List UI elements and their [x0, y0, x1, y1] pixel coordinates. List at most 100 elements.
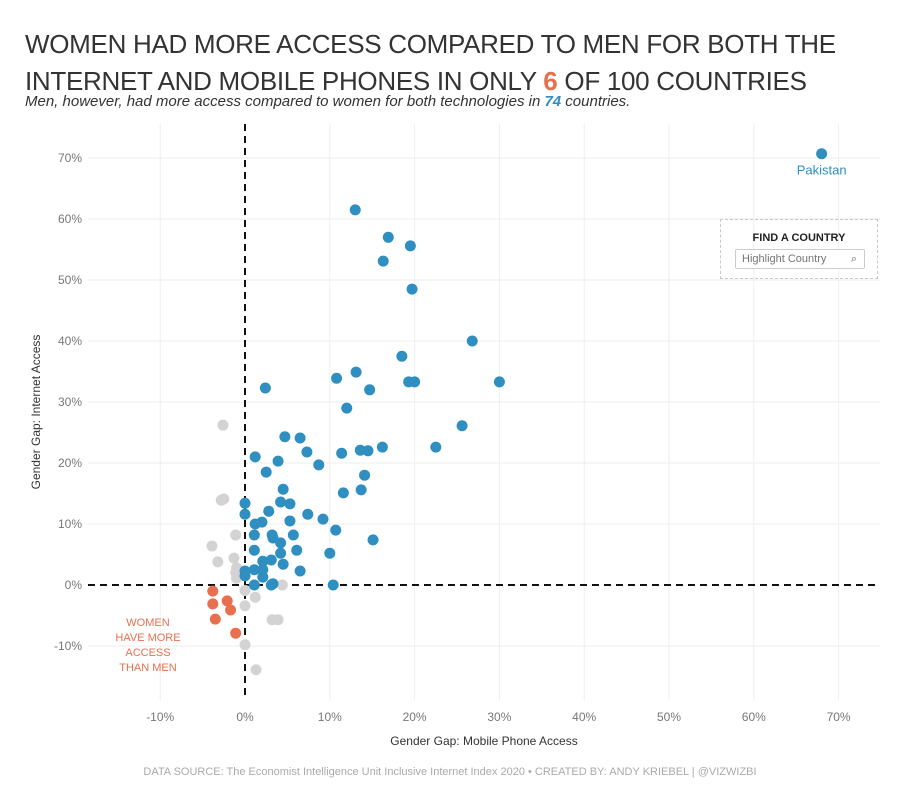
x-tick-label: 20%: [403, 710, 427, 724]
data-point: [248, 529, 260, 541]
data-point: [330, 524, 342, 536]
data-point: [466, 335, 478, 347]
women-label-line: THAN MEN: [119, 662, 177, 674]
data-point: [313, 459, 325, 471]
data-point: [257, 555, 269, 567]
y-tick-label: -10%: [54, 639, 82, 653]
x-tick-label: 10%: [318, 710, 342, 724]
data-point: [277, 558, 289, 570]
subtitle-text: Men, however, had more access compared t…: [25, 93, 545, 110]
data-point: [396, 350, 408, 362]
chart-subtitle: Men, however, had more access compared t…: [25, 93, 630, 110]
x-tick-label: 60%: [742, 710, 766, 724]
x-tick-label: 50%: [657, 710, 681, 724]
data-point: [324, 547, 336, 559]
data-point: [239, 508, 251, 520]
women-label-line: ACCESS: [125, 647, 170, 659]
data-point: [350, 366, 362, 378]
y-axis-title: Gender Gap: Internet Access: [29, 335, 43, 490]
data-point: [239, 584, 251, 596]
data-point: [248, 544, 260, 556]
y-tick-label: 70%: [58, 151, 82, 165]
data-point: [284, 515, 296, 527]
x-axis-ticks: -10% 0% 10% 20% 30% 40% 50% 60% 70%: [146, 710, 851, 724]
data-point: [209, 613, 221, 625]
subtitle-highlight-count: 74: [544, 93, 562, 110]
data-point: [317, 513, 329, 525]
data-point: [230, 627, 242, 639]
data-point: [359, 469, 371, 481]
highlight-country-input[interactable]: [735, 249, 865, 269]
data-point: [367, 534, 379, 546]
data-point: [206, 540, 218, 552]
data-point: [239, 639, 251, 651]
x-tick-label: 70%: [827, 710, 851, 724]
y-tick-label: 60%: [58, 212, 82, 226]
data-point: [355, 484, 367, 496]
data-point: [272, 455, 284, 467]
y-axis-ticks: -10% 0% 10% 20% 30% 40% 50% 60% 70%: [54, 151, 82, 653]
data-point: [376, 441, 388, 453]
subtitle-text-end: countries.: [561, 93, 631, 110]
data-point: [294, 565, 306, 577]
data-point: [249, 451, 261, 463]
data-point: [239, 570, 251, 582]
data-point: [259, 382, 271, 394]
y-tick-label: 30%: [58, 395, 82, 409]
data-point: [287, 529, 299, 541]
women-label-line: WOMEN: [126, 617, 169, 629]
data-point: [382, 231, 394, 243]
data-point: [228, 552, 240, 564]
data-point: [248, 564, 260, 576]
data-point: [275, 496, 287, 508]
data-point: [207, 598, 219, 610]
data-point: [284, 498, 296, 510]
data-point: [260, 466, 272, 478]
data-point: [217, 419, 229, 431]
data-point: [275, 547, 287, 559]
data-point: [301, 446, 313, 458]
data-point: [225, 604, 237, 616]
data-point: [364, 384, 376, 396]
data-point: [327, 579, 339, 591]
x-tick-label: 40%: [572, 710, 596, 724]
y-tick-label: 0%: [65, 578, 83, 592]
footer-source: DATA SOURCE: The Economist Intelligence …: [143, 766, 757, 778]
data-point: [377, 255, 389, 267]
data-point: [406, 283, 418, 295]
data-point: [409, 376, 421, 388]
data-point: [430, 441, 442, 453]
data-point: [275, 537, 287, 549]
data-point: [263, 505, 275, 517]
data-point: [221, 595, 233, 607]
data-point: [404, 240, 416, 252]
y-tick-label: 50%: [58, 273, 82, 287]
data-point: [230, 529, 242, 541]
data-point: [349, 204, 361, 216]
reference-lines: [88, 124, 880, 700]
grid-lines: [88, 124, 880, 700]
data-point: [249, 591, 261, 603]
data-point: [336, 447, 348, 459]
women-label-line: HAVE MORE: [115, 632, 180, 644]
annotations: Pakistan WOMEN HAVE MORE ACCESS THAN MEN: [115, 163, 846, 674]
x-axis-title: Gender Gap: Mobile Phone Access: [390, 734, 577, 748]
x-tick-label: -10%: [146, 710, 174, 724]
data-point: [279, 431, 291, 443]
data-point: [456, 420, 468, 432]
x-tick-label: 30%: [487, 710, 511, 724]
y-tick-label: 10%: [58, 517, 82, 531]
data-point: [256, 516, 268, 528]
data-point: [212, 556, 224, 568]
data-point: [239, 600, 251, 612]
data-point: [816, 148, 828, 160]
find-country-title: FIND A COUNTRY: [752, 232, 846, 244]
data-point: [257, 571, 269, 583]
search-icon: ⌕: [850, 253, 857, 265]
find-country-panel: FIND A COUNTRY ⌕: [720, 219, 878, 279]
title-highlight-count: 6: [543, 66, 558, 96]
women-more-access-label: WOMEN HAVE MORE ACCESS THAN MEN: [115, 617, 180, 674]
data-point: [493, 376, 505, 388]
data-point: [362, 445, 374, 457]
